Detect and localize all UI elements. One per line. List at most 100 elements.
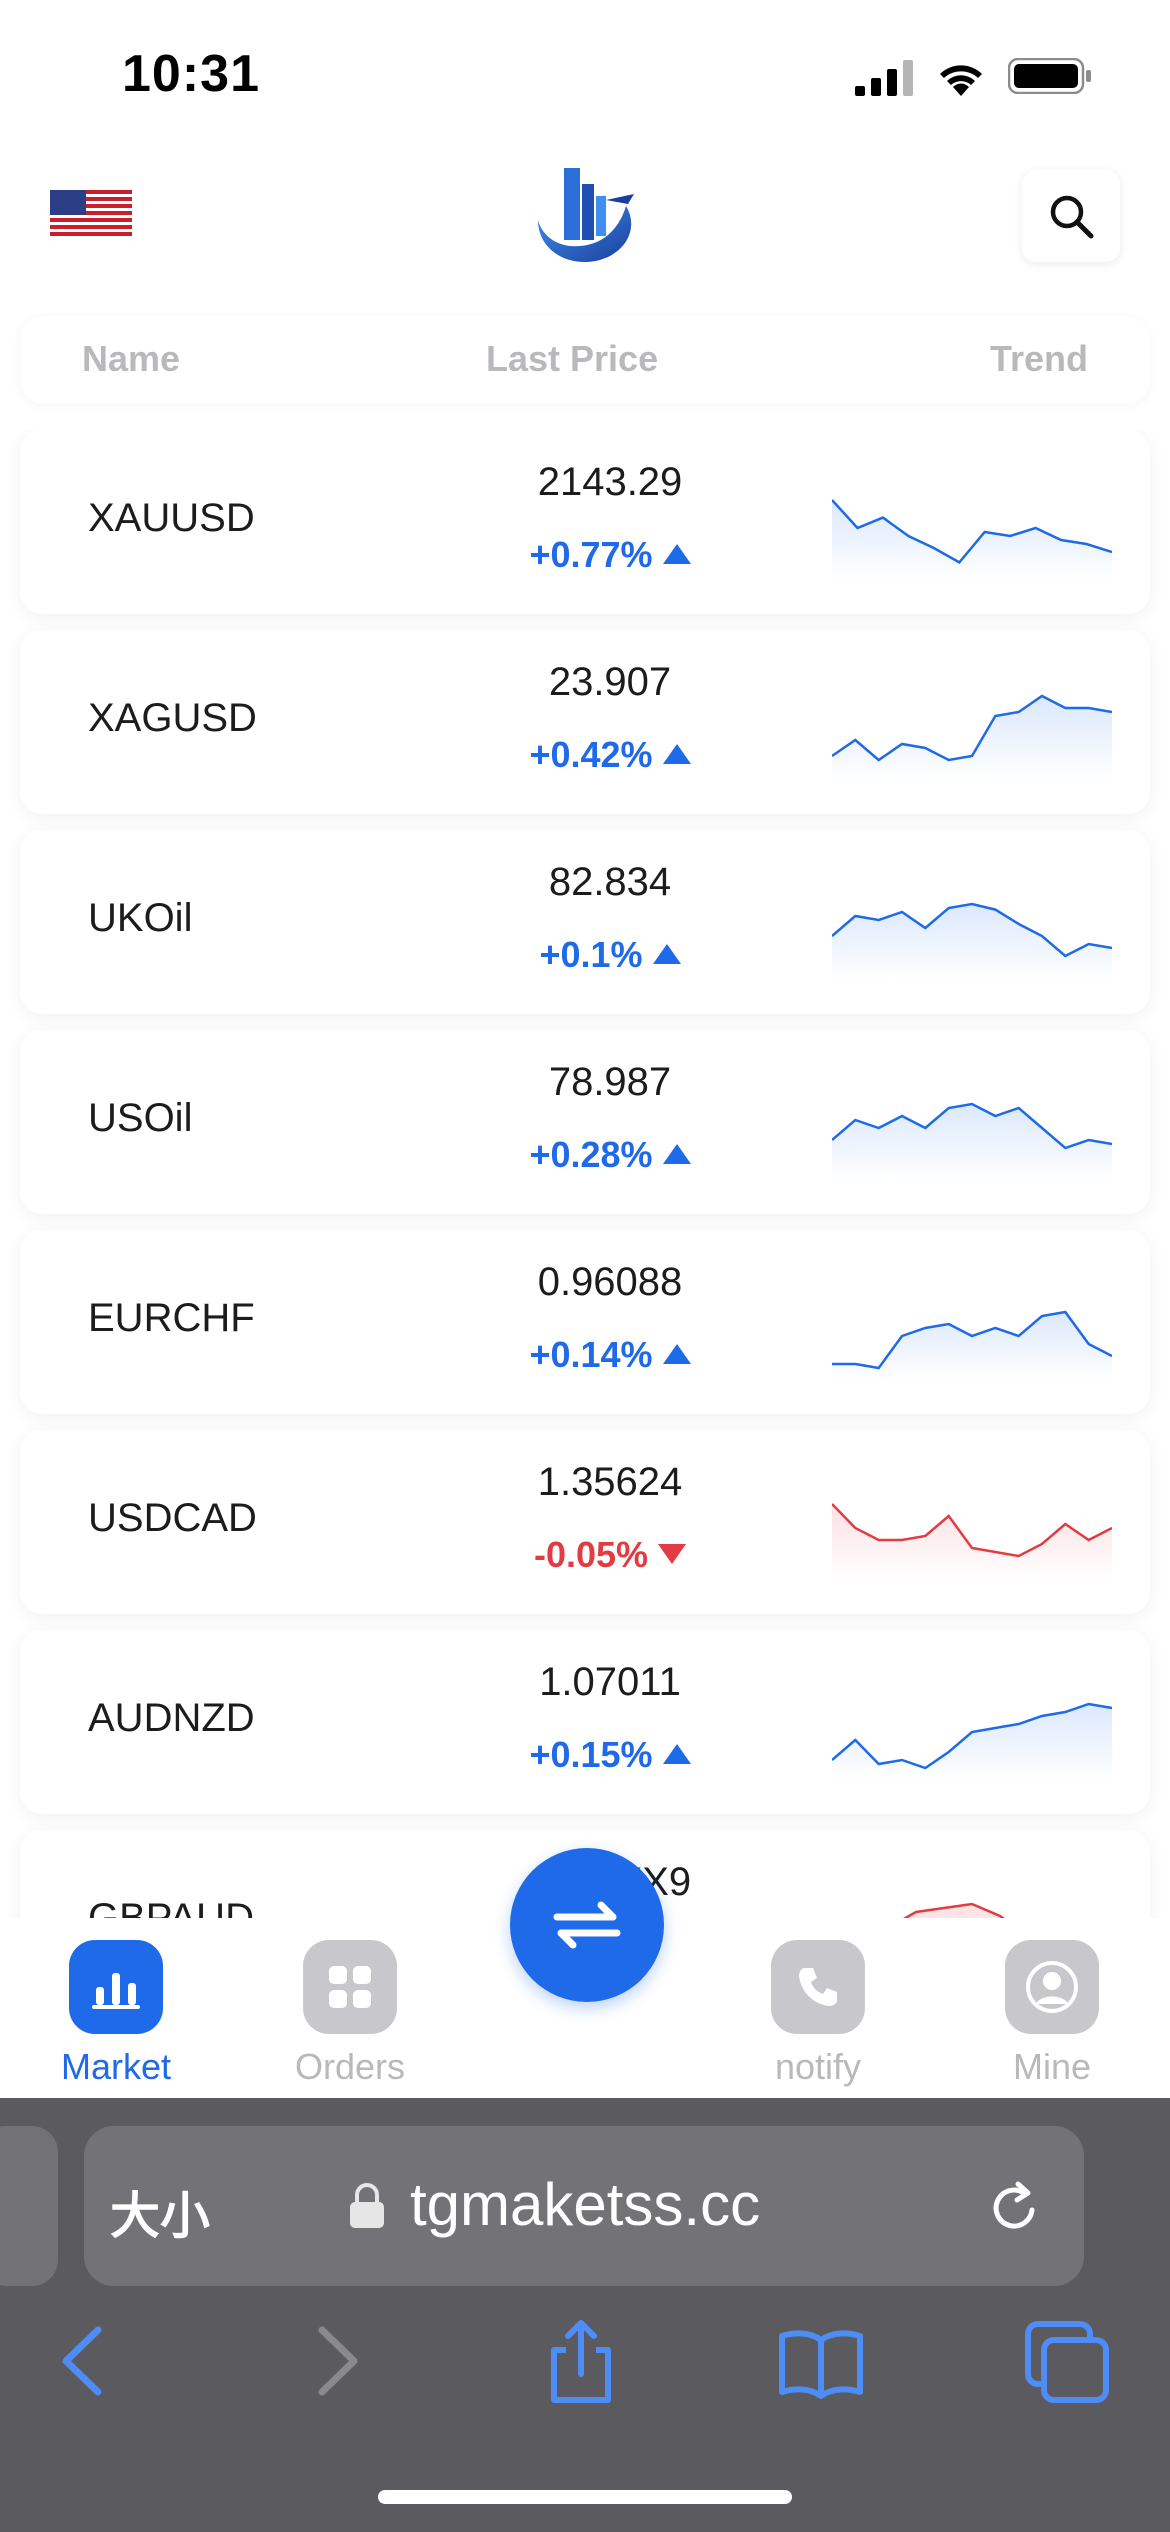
previous-tab-preview[interactable] bbox=[0, 2126, 58, 2286]
bar-chart-icon bbox=[69, 1940, 163, 2034]
lock-icon bbox=[350, 2183, 384, 2228]
tab-mine[interactable]: Mine bbox=[972, 1940, 1132, 2088]
trend-sparkline bbox=[902, 1902, 1005, 1918]
symbol-label: XAUUSD bbox=[88, 496, 255, 540]
sparkline-line bbox=[832, 1702, 1112, 1770]
last-price: 82.834 bbox=[548, 860, 672, 904]
tab-notify-label: notify bbox=[774, 2046, 862, 2087]
symbol-label: GBPAUD bbox=[88, 1896, 254, 1918]
column-trend: Trend bbox=[989, 338, 1088, 379]
sparkline-line bbox=[832, 694, 1112, 762]
market-row[interactable]: EURCHF 0.96088 +0.14% bbox=[20, 1230, 1150, 1414]
cellular-signal-icon bbox=[855, 60, 913, 96]
sparkline-area bbox=[832, 1312, 1112, 1380]
sparkline-area bbox=[832, 500, 1112, 580]
triangle-down-icon bbox=[658, 1544, 687, 1565]
change-percent: +0.77% bbox=[420, 534, 800, 576]
tab-notify[interactable]: notify bbox=[738, 1940, 898, 2088]
sparkline-line bbox=[832, 1102, 1112, 1150]
column-name[interactable]: Name bbox=[82, 338, 181, 379]
url-text[interactable]: tgmaketss.cc bbox=[410, 2171, 761, 2238]
symbol-label: XAGUSD bbox=[88, 696, 257, 740]
grid-icon bbox=[303, 1940, 397, 2034]
trend-sparkline bbox=[832, 1702, 1112, 1780]
symbol-label: USOil bbox=[88, 1096, 193, 1140]
column-last-price[interactable]: Last Price bbox=[486, 338, 659, 379]
symbol-label: UKOil bbox=[88, 896, 193, 940]
trend-sparkline bbox=[832, 1503, 1112, 1580]
swap-arrows-icon bbox=[553, 1901, 621, 1949]
text-size-button[interactable]: 大小 bbox=[110, 2188, 210, 2244]
us-flag-icon[interactable] bbox=[50, 190, 132, 236]
sparkline-line bbox=[902, 1902, 1005, 1918]
market-row[interactable]: UKOil 82.834 +0.1% bbox=[20, 830, 1150, 1014]
address-bar[interactable]: 大小 tgmaketss.cc bbox=[84, 2126, 1084, 2286]
market-row[interactable]: USDCAD 1.35624 -0.05% bbox=[20, 1430, 1150, 1614]
last-price: 0.96088 bbox=[537, 1260, 683, 1304]
back-icon[interactable] bbox=[40, 2316, 130, 2406]
trade-swap-button[interactable] bbox=[510, 1848, 664, 2002]
triangle-up-icon bbox=[662, 744, 691, 765]
forward-icon bbox=[318, 2326, 358, 2396]
sparkline-area bbox=[832, 904, 1112, 980]
change-percent: +0.15% bbox=[420, 1734, 800, 1776]
search-button[interactable] bbox=[1022, 170, 1120, 262]
tab-mine-label: Mine bbox=[1012, 2046, 1092, 2087]
last-price: 1.35624 bbox=[537, 1460, 683, 1504]
change-value: +0.77% bbox=[529, 534, 653, 575]
share-icon[interactable] bbox=[536, 2316, 626, 2406]
trend-sparkline bbox=[832, 499, 1112, 580]
triangle-up-icon bbox=[662, 1344, 691, 1365]
sparkline-line bbox=[832, 1310, 1112, 1370]
search-icon bbox=[1050, 195, 1094, 239]
tab-orders-label: Orders bbox=[294, 2046, 406, 2087]
market-list[interactable]: XAUUSD 2143.29 +0.77% XAGUSD 23.907 +0.42% UKO… bbox=[0, 430, 1170, 1918]
last-price: 78.987 bbox=[548, 1060, 672, 1104]
triangle-up-icon bbox=[662, 1744, 691, 1765]
change-percent: +0.28% bbox=[420, 1134, 800, 1176]
last-price: 2143.29 bbox=[537, 460, 683, 504]
browser-toolbar: 大小 tgmaketss.cc bbox=[0, 2098, 1170, 2532]
home-indicator bbox=[378, 2490, 792, 2504]
trend-sparkline bbox=[832, 694, 1112, 780]
status-time: 10:31 bbox=[122, 45, 260, 103]
triangle-up-icon bbox=[662, 1144, 691, 1165]
symbol-label: USDCAD bbox=[88, 1496, 257, 1540]
tab-orders[interactable]: Orders bbox=[270, 1940, 430, 2088]
user-icon bbox=[1005, 1940, 1099, 2034]
change-percent: +0.1% bbox=[420, 934, 800, 976]
tabs-icon[interactable] bbox=[1022, 2316, 1112, 2406]
sparkline-line bbox=[832, 1503, 1112, 1558]
trend-sparkline bbox=[832, 1102, 1112, 1180]
column-header: Name Last Price Trend bbox=[20, 316, 1150, 404]
app-header bbox=[0, 150, 1170, 300]
market-row[interactable]: AUDNZD 1.07011 +0.15% bbox=[20, 1630, 1150, 1814]
tab-market[interactable]: Market bbox=[36, 1940, 196, 2088]
last-price: 1.07011 bbox=[539, 1660, 681, 1704]
reload-icon[interactable] bbox=[984, 2178, 1044, 2238]
battery-icon bbox=[1008, 58, 1091, 94]
trend-sparkline bbox=[832, 902, 1112, 980]
change-value: +0.14% bbox=[529, 1334, 653, 1375]
market-row[interactable]: XAGUSD 23.907 +0.42% bbox=[20, 630, 1150, 814]
change-value: -0.05% bbox=[533, 1534, 649, 1575]
wifi-icon bbox=[940, 65, 982, 96]
change-value: +0.15% bbox=[529, 1734, 653, 1775]
sparkline-area bbox=[832, 696, 1112, 780]
tab-bar: Market Orders notify Mine bbox=[0, 1918, 1170, 2098]
last-price: 23.907 bbox=[548, 660, 672, 704]
change-value: +0.28% bbox=[529, 1134, 653, 1175]
change-value: +0.1% bbox=[539, 934, 643, 975]
market-row[interactable]: USOil 78.987 +0.28% bbox=[20, 1030, 1150, 1214]
market-row[interactable]: XAUUSD 2143.29 +0.77% bbox=[20, 430, 1150, 614]
sparkline-area bbox=[832, 1104, 1112, 1180]
trend-sparkline bbox=[832, 1310, 1112, 1380]
bookmarks-icon[interactable] bbox=[776, 2316, 866, 2406]
tab-market-label: Market bbox=[60, 2046, 172, 2087]
sparkline-line bbox=[832, 499, 1112, 565]
triangle-up-icon bbox=[662, 544, 691, 565]
triangle-up-icon bbox=[652, 944, 681, 965]
status-bar: 10:31 bbox=[0, 0, 1170, 150]
change-percent: +0.42% bbox=[420, 734, 800, 776]
app-logo bbox=[538, 168, 634, 263]
